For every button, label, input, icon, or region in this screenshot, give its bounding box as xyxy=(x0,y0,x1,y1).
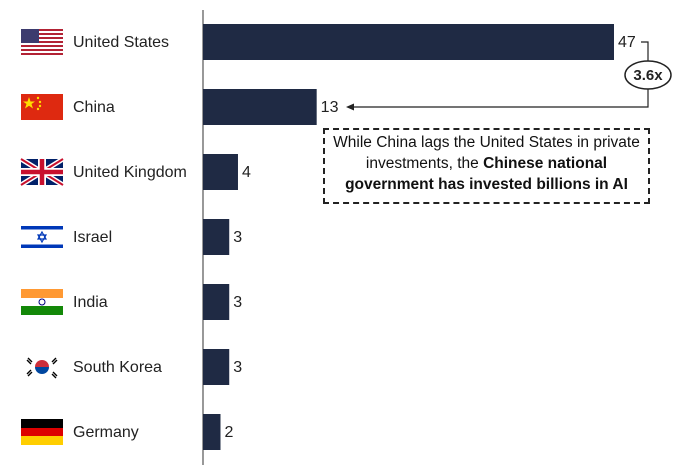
value-label: 13 xyxy=(321,99,339,116)
value-label: 3 xyxy=(233,294,242,311)
flag-china xyxy=(21,94,63,120)
bar xyxy=(203,24,614,60)
ratio-ellipse xyxy=(624,60,672,90)
bar xyxy=(203,284,230,320)
category-label: China xyxy=(73,99,115,116)
value-label: 4 xyxy=(242,164,251,181)
connector xyxy=(641,41,649,61)
category-label: South Korea xyxy=(73,359,162,376)
flag-germany xyxy=(21,419,63,445)
category-label: Israel xyxy=(73,229,112,246)
value-label: 3 xyxy=(233,229,242,246)
bar xyxy=(203,89,317,125)
value-label: 3 xyxy=(233,359,242,376)
bar xyxy=(203,414,221,450)
connector xyxy=(352,89,649,108)
bar xyxy=(203,154,238,190)
annotation-text: Chinese national government has invested… xyxy=(345,155,628,193)
category-label: India xyxy=(73,294,108,311)
bar xyxy=(203,349,230,385)
flag-us xyxy=(21,29,63,55)
value-label: 2 xyxy=(224,424,233,441)
flag-south-korea xyxy=(21,354,63,380)
ratio-label: 3.6x xyxy=(633,67,663,84)
arrowhead xyxy=(346,103,354,111)
category-label: United States xyxy=(73,34,169,51)
category-label: Germany xyxy=(73,424,139,441)
flag-india xyxy=(21,289,63,315)
annotation-text: While China lags the United States in pr… xyxy=(333,134,640,172)
category-label: United Kingdom xyxy=(73,164,187,181)
flag-uk xyxy=(19,156,65,188)
flag-israel xyxy=(21,224,63,250)
bar xyxy=(203,219,230,255)
annotation-box: While China lags the United States in pr… xyxy=(323,128,650,204)
value-label: 47 xyxy=(618,34,636,51)
